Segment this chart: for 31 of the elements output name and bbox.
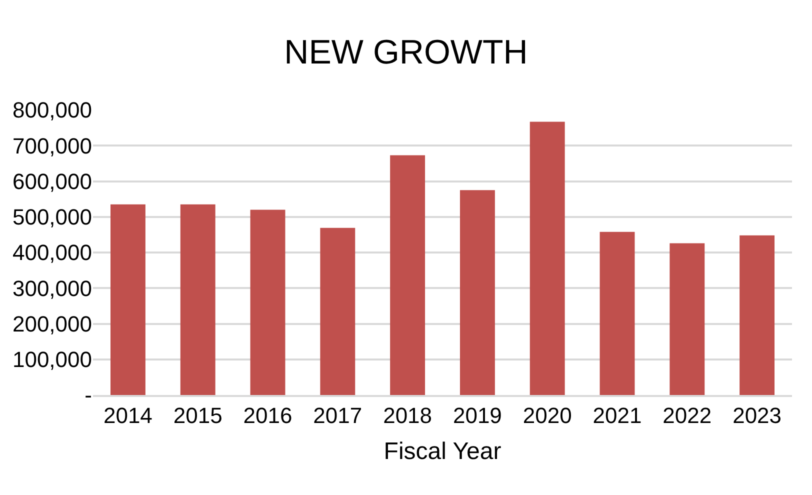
x-tick-label: 2021 bbox=[592, 403, 642, 428]
bar bbox=[460, 190, 495, 395]
x-tick-label: 2016 bbox=[243, 403, 292, 428]
x-tick-label: 2023 bbox=[732, 403, 782, 428]
x-tick-label: 2015 bbox=[173, 403, 222, 428]
bar bbox=[110, 204, 146, 395]
chart-title: NEW GROWTH bbox=[284, 33, 528, 72]
bar bbox=[740, 235, 775, 395]
y-tick-label: 200,000 bbox=[12, 311, 92, 336]
x-tick-label: 2014 bbox=[103, 403, 152, 428]
bar bbox=[180, 204, 216, 395]
x-tick-label: 2019 bbox=[452, 403, 502, 428]
y-tick-label: 400,000 bbox=[12, 240, 92, 266]
x-tick-label: 2022 bbox=[662, 403, 712, 428]
y-tick-label: 100,000 bbox=[12, 347, 92, 372]
bar bbox=[390, 155, 426, 395]
y-tick-label: - bbox=[84, 382, 92, 408]
x-tick-label: 2018 bbox=[383, 403, 432, 428]
x-tick-label: 2017 bbox=[313, 403, 362, 428]
bar bbox=[320, 228, 356, 395]
x-tick-label: 2020 bbox=[522, 403, 572, 428]
y-tick-label: 500,000 bbox=[12, 204, 92, 230]
bar bbox=[600, 232, 635, 395]
bar bbox=[530, 122, 565, 395]
x-axis-title: Fiscal Year bbox=[384, 438, 502, 465]
y-tick-label: 700,000 bbox=[12, 133, 92, 158]
bar bbox=[670, 243, 705, 395]
y-tick-label: 600,000 bbox=[12, 168, 92, 194]
y-tick-label: 800,000 bbox=[12, 98, 92, 123]
bar bbox=[250, 210, 286, 395]
y-tick-label: 300,000 bbox=[12, 276, 92, 301]
